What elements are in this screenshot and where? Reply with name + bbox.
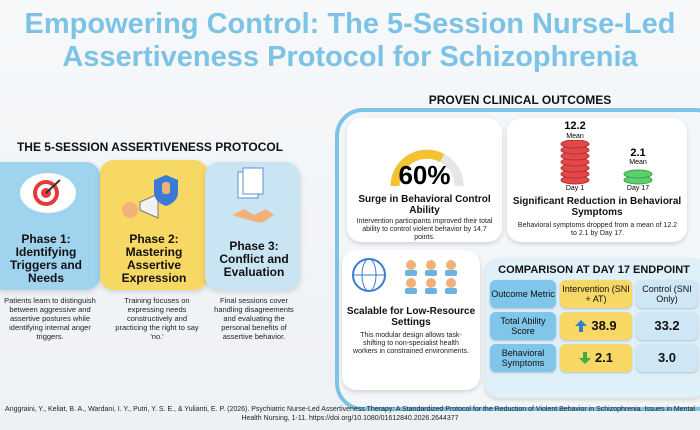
symptom-text: Behavioral symptoms dropped from a mean … bbox=[517, 222, 678, 237]
table-value: 3.0 bbox=[636, 344, 698, 372]
column-header: Control (SNI Only) bbox=[636, 280, 698, 308]
table-value-text: 2.1 bbox=[594, 350, 614, 365]
day-label: Day 17 bbox=[626, 185, 650, 192]
phase-label: Phase 3: Conflict and Evaluation bbox=[219, 239, 289, 279]
column-header-text: Outcome Metric bbox=[491, 289, 555, 299]
row-header-text: Total Ability Score bbox=[500, 316, 546, 336]
outcomes-heading: PROVEN CLINICAL OUTCOMES bbox=[400, 93, 640, 107]
title: Empowering Control: The 5-Session Nurse-… bbox=[24, 8, 676, 73]
phase-description: Patients learn to distinguish between ag… bbox=[4, 296, 96, 341]
gauge bbox=[390, 149, 464, 187]
trend-arrow bbox=[575, 320, 588, 332]
scalable-icons bbox=[352, 258, 457, 294]
row-header: Behavioral Symptoms bbox=[490, 344, 556, 372]
mean-label: Mean bbox=[566, 133, 584, 140]
citation: Anggraini, Y., Keliat, B. A., Wardani, I… bbox=[5, 406, 695, 422]
control-text: Intervention participants improved their… bbox=[356, 218, 493, 241]
symptom-title: Significant Reduction in Behavioral Symp… bbox=[512, 196, 682, 218]
column-header-text: Control (SNI Only) bbox=[642, 284, 692, 304]
control-value: 60% bbox=[398, 160, 451, 190]
outcome-card bbox=[347, 118, 502, 242]
column-header: Outcome Metric bbox=[490, 280, 556, 308]
column-header: Intervention (SNI + AT) bbox=[560, 280, 632, 308]
row-header: Total Ability Score bbox=[490, 312, 556, 340]
trend-arrow bbox=[578, 352, 591, 364]
scalable-title: Scalable for Low-Resource Settings bbox=[346, 306, 476, 328]
table-value-text: 38.9 bbox=[591, 318, 617, 333]
phase-description: Final sessions cover handling disagreeme… bbox=[214, 296, 294, 341]
protocol-heading: THE 5-SESSION ASSERTIVENESS PROTOCOL bbox=[16, 140, 284, 154]
phase-label: Phase 2: Mastering Assertive Expression bbox=[121, 232, 187, 285]
table-value-text: 3.0 bbox=[657, 350, 677, 365]
symptom-after: 2.1 bbox=[630, 147, 646, 159]
table-value: 38.9 bbox=[560, 312, 632, 340]
table-value: 2.1 bbox=[560, 344, 632, 372]
scalable-text: This modular design allows task-shifting… bbox=[353, 332, 469, 355]
column-header-text: Intervention (SNI + AT) bbox=[562, 284, 630, 304]
table-value: 33.2 bbox=[636, 312, 698, 340]
row-header-text: Behavioral Symptoms bbox=[501, 348, 545, 368]
outcome-card bbox=[507, 118, 687, 242]
mean-label: Mean bbox=[629, 159, 647, 166]
phase-description: Training focuses on expressing needs con… bbox=[115, 296, 199, 341]
phase-icons bbox=[20, 167, 274, 223]
symptom-before: 12.2 bbox=[564, 120, 586, 132]
comparison-heading: COMPARISON AT DAY 17 ENDPOINT bbox=[498, 264, 690, 276]
control-title: Surge in Behavioral Control Ability bbox=[358, 194, 491, 216]
day-label: Day 1 bbox=[565, 185, 585, 192]
disc-stacks bbox=[560, 140, 653, 185]
table-value-text: 33.2 bbox=[654, 318, 680, 333]
phase-label: Phase 1: Identifying Triggers and Needs bbox=[9, 232, 83, 285]
